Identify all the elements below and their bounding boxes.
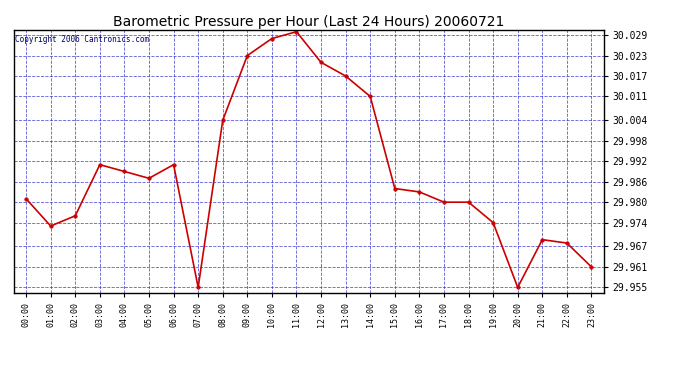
Title: Barometric Pressure per Hour (Last 24 Hours) 20060721: Barometric Pressure per Hour (Last 24 Ho…	[113, 15, 504, 29]
Text: Copyright 2006 Cantronics.com: Copyright 2006 Cantronics.com	[15, 35, 149, 44]
